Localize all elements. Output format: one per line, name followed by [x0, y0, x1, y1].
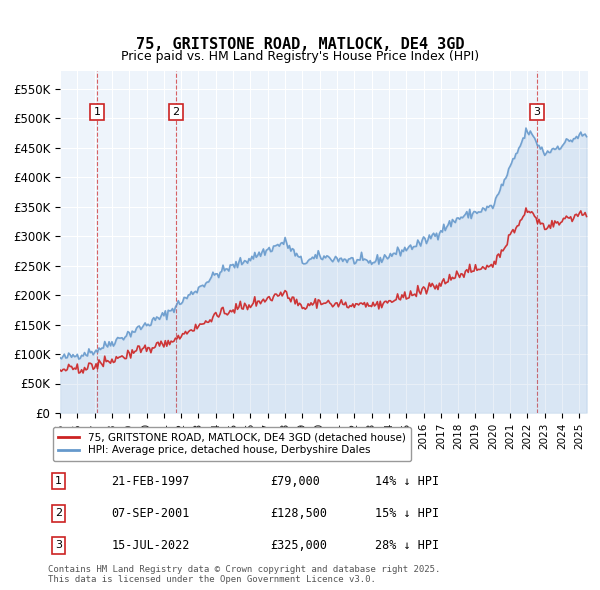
Text: 3: 3 [55, 540, 62, 550]
Text: 07-SEP-2001: 07-SEP-2001 [112, 507, 190, 520]
Text: 21-FEB-1997: 21-FEB-1997 [112, 474, 190, 488]
Text: 2: 2 [172, 107, 179, 117]
Text: Contains HM Land Registry data © Crown copyright and database right 2025.
This d: Contains HM Land Registry data © Crown c… [48, 565, 440, 584]
Text: £128,500: £128,500 [270, 507, 327, 520]
Legend: 75, GRITSTONE ROAD, MATLOCK, DE4 3GD (detached house), HPI: Average price, detac: 75, GRITSTONE ROAD, MATLOCK, DE4 3GD (de… [53, 427, 410, 461]
Text: 28% ↓ HPI: 28% ↓ HPI [376, 539, 439, 552]
Text: £325,000: £325,000 [270, 539, 327, 552]
Text: 1: 1 [55, 476, 62, 486]
Text: 2: 2 [55, 508, 62, 518]
Text: 14% ↓ HPI: 14% ↓ HPI [376, 474, 439, 488]
Text: 1: 1 [94, 107, 100, 117]
Text: 15-JUL-2022: 15-JUL-2022 [112, 539, 190, 552]
Text: 3: 3 [533, 107, 540, 117]
Text: Price paid vs. HM Land Registry's House Price Index (HPI): Price paid vs. HM Land Registry's House … [121, 50, 479, 63]
Text: 15% ↓ HPI: 15% ↓ HPI [376, 507, 439, 520]
Text: 75, GRITSTONE ROAD, MATLOCK, DE4 3GD: 75, GRITSTONE ROAD, MATLOCK, DE4 3GD [136, 37, 464, 52]
Text: £79,000: £79,000 [270, 474, 320, 488]
